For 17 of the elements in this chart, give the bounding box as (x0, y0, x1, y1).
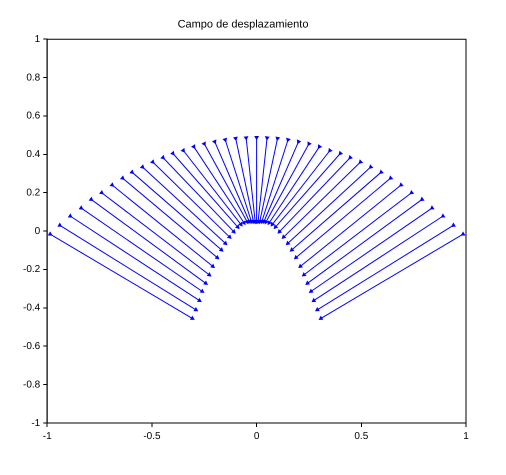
y-tick-label: -1 (31, 418, 41, 429)
x-tick-label: -0.5 (143, 430, 161, 442)
y-tick-label: 0.4 (26, 149, 41, 160)
y-tick-label: -0.8 (22, 379, 41, 390)
y-tick-label: -0.4 (22, 302, 41, 314)
y-tick-label: -0.2 (22, 264, 41, 276)
y-tick-label: 1 (34, 34, 41, 45)
y-tick-label: 0.8 (26, 72, 41, 84)
x-tick-label: 0 (254, 430, 260, 442)
y-tick-label: 0 (34, 226, 41, 237)
x-tick-label: -1 (42, 430, 52, 442)
y-tick-label: 0.2 (26, 187, 41, 198)
chart-title: Campo de desplazamiento (178, 18, 308, 31)
y-tick-label: -0.6 (22, 340, 41, 352)
x-tick-label: 1 (463, 430, 470, 442)
y-tick-label: 0.6 (26, 110, 41, 122)
x-tick-label: 0.5 (354, 430, 369, 442)
